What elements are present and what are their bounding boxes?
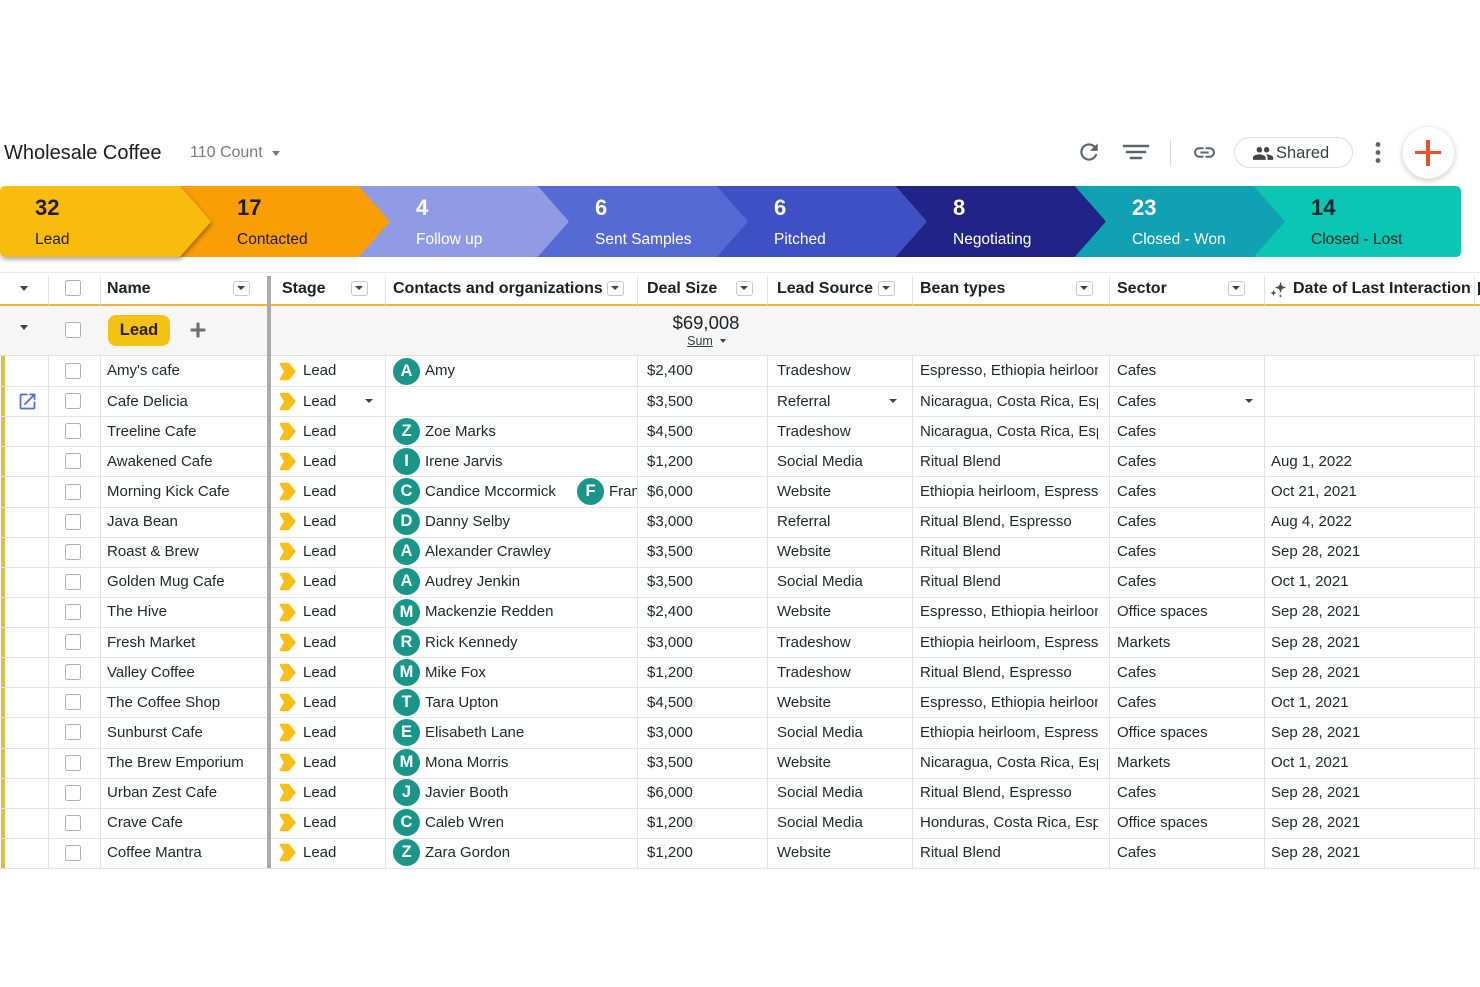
svg-text:Pitched: Pitched	[774, 231, 826, 248]
svg-text:Follow up: Follow up	[416, 231, 482, 248]
svg-text:14: 14	[1311, 195, 1336, 220]
svg-text:Sent Samples: Sent Samples	[595, 231, 692, 248]
svg-text:4: 4	[416, 195, 429, 220]
svg-text:17: 17	[237, 195, 261, 220]
svg-text:Contacted: Contacted	[237, 231, 308, 248]
svg-text:Negotiating: Negotiating	[953, 231, 1031, 248]
svg-text:23: 23	[1132, 195, 1156, 220]
svg-text:Lead: Lead	[35, 231, 69, 248]
svg-text:6: 6	[774, 195, 786, 220]
svg-text:Closed - Lost: Closed - Lost	[1311, 231, 1403, 248]
svg-text:32: 32	[35, 195, 59, 220]
svg-text:6: 6	[595, 195, 607, 220]
svg-text:Closed - Won: Closed - Won	[1132, 231, 1226, 248]
svg-text:8: 8	[953, 195, 965, 220]
